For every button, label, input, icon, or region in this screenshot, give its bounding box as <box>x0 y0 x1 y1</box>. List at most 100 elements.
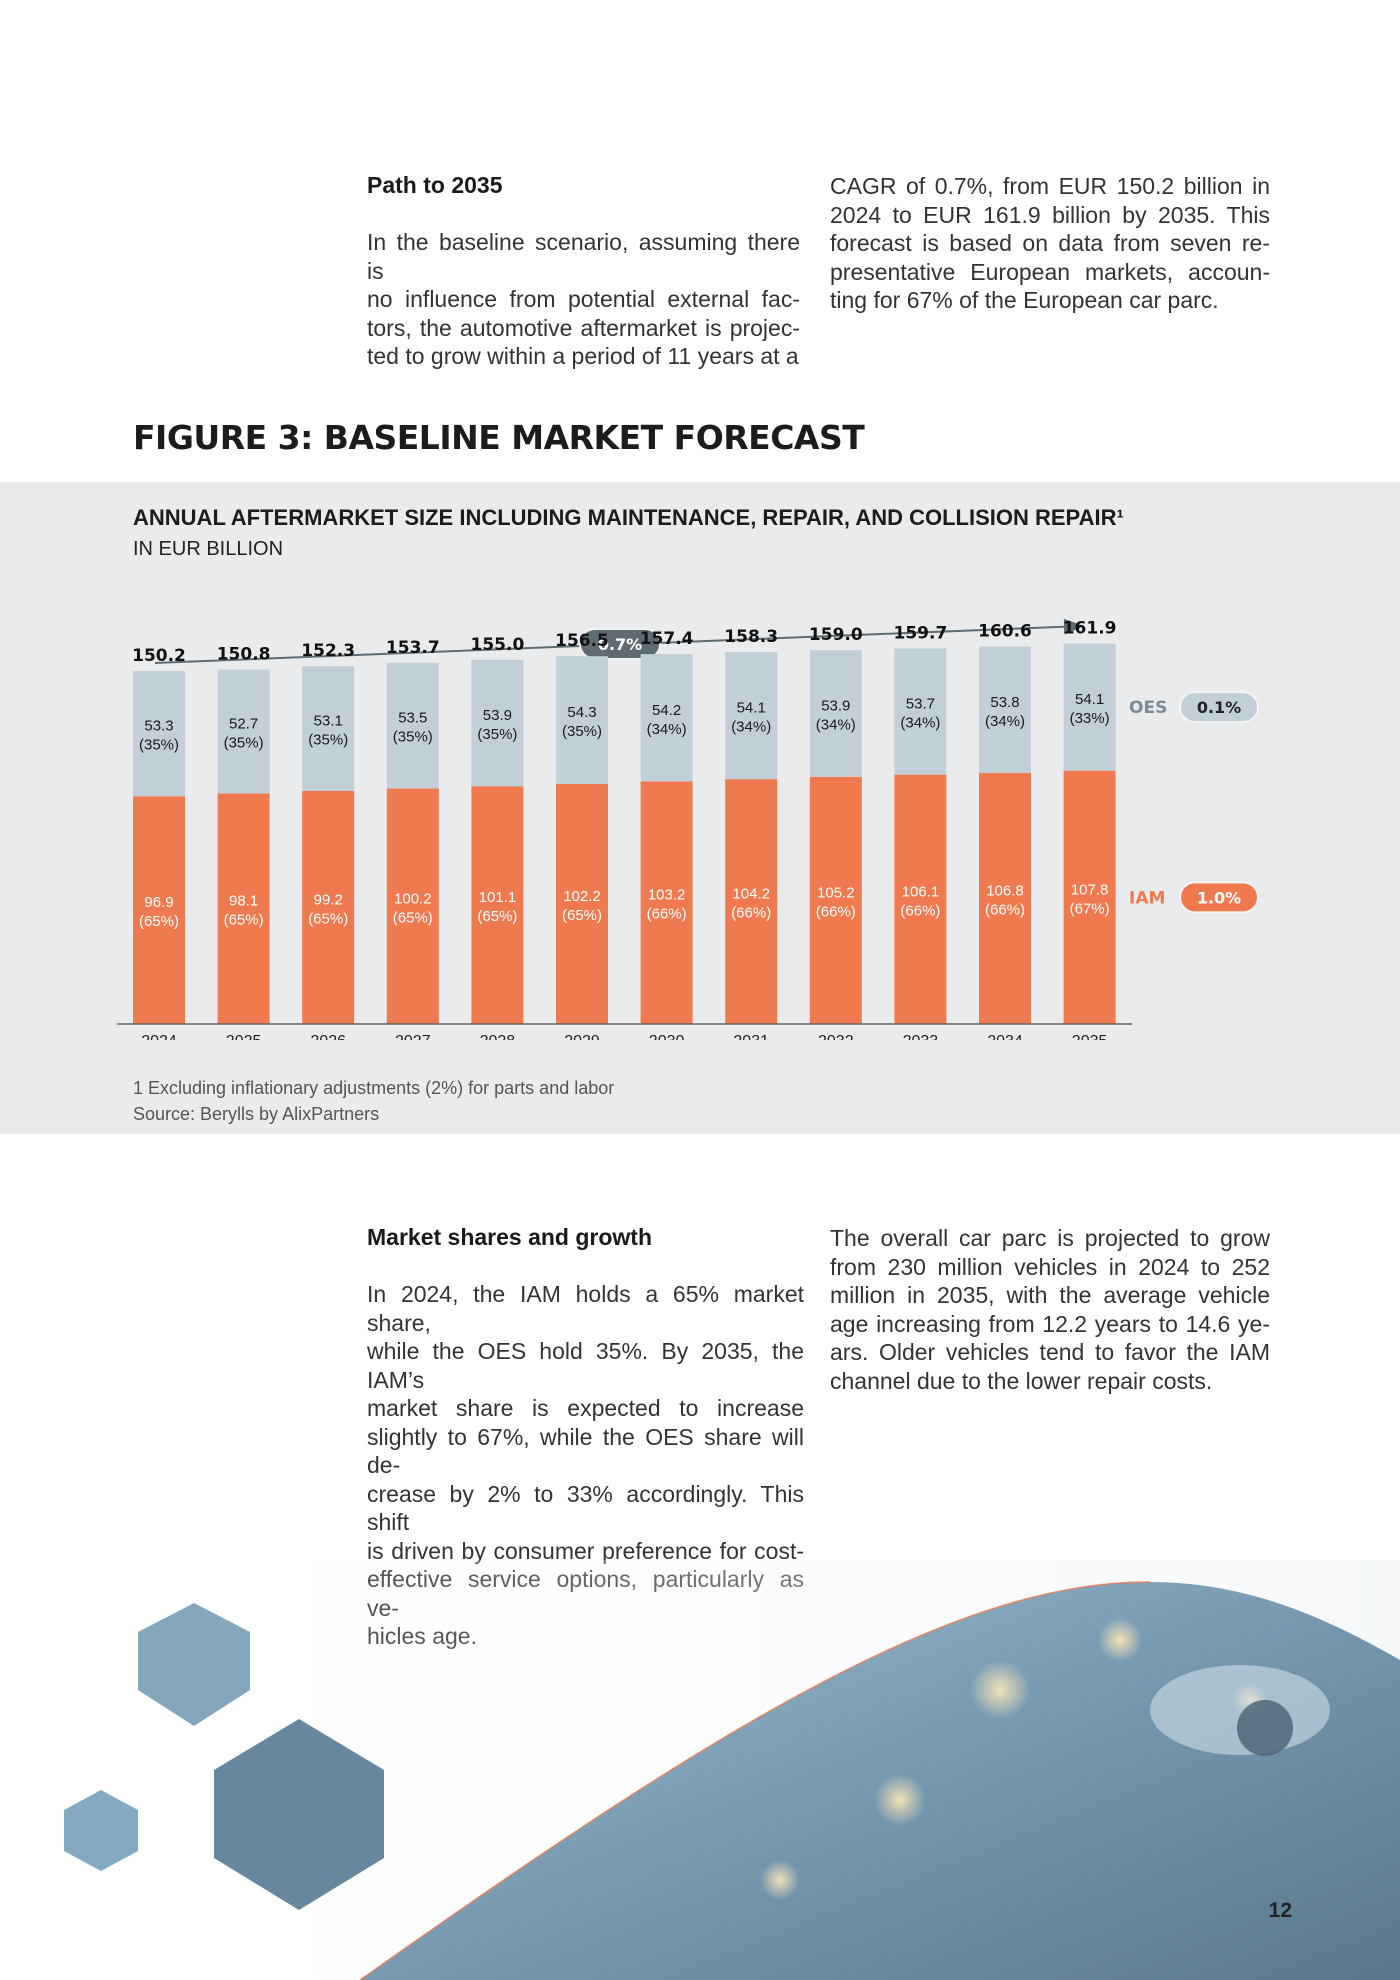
oes-value-label: 53.5 <box>398 710 427 727</box>
total-value-label: 159.7 <box>894 623 948 643</box>
iam-value-label: 102.2 <box>563 888 601 905</box>
car-wheel <box>1237 1700 1293 1756</box>
iam-value-label: 107.8 <box>1071 881 1109 898</box>
iam-value-label: 98.1 <box>229 893 258 910</box>
x-tick-label: 2030 <box>649 1033 685 1040</box>
text-line: ars. Older vehicles tend to favor the IA… <box>830 1339 1270 1365</box>
oes-value-label: 53.8 <box>990 694 1019 711</box>
iam-share-label: (66%) <box>900 902 940 919</box>
total-value-label: 152.3 <box>301 641 355 661</box>
chart-subtitle: IN EUR BILLION <box>133 538 284 560</box>
text-line: 2024 to EUR 161.9 billion by 2035. This <box>830 201 1270 228</box>
bar-iam <box>979 773 1031 1024</box>
stacked-bar-chart: 0.7% 96.9 (65%) 53.3 (35%) 150.2 2024 98.1 (65%… <box>117 619 1259 1040</box>
bar-oes <box>894 648 947 775</box>
text-line: In 2024, the IAM holds a 65% market shar… <box>367 1281 804 1336</box>
bar-iam <box>640 781 693 1024</box>
iam-value-label: 105.2 <box>817 884 855 901</box>
text-line: crease by 2% to 33% accordingly. This sh… <box>367 1480 804 1536</box>
x-tick-label: 2029 <box>564 1033 600 1040</box>
bar-oes <box>1063 643 1116 771</box>
market-heading: Market shares and growth <box>367 1224 653 1250</box>
oes-cagr-value: 0.1% <box>1197 698 1241 717</box>
text-line: CAGR of 0.7%, from EUR 150.2 billion in <box>830 173 1270 199</box>
bar-iam <box>556 783 608 1024</box>
bar-iam <box>217 793 270 1024</box>
oes-share-label: (34%) <box>647 721 687 738</box>
total-cagr-pill: 0.7% <box>579 628 661 660</box>
bar-iam <box>386 788 439 1024</box>
bar-iam <box>302 790 355 1024</box>
iam-share-label: (65%) <box>139 913 179 930</box>
chart-title: ANNUAL AFTERMARKET SIZE INCLUDING MAINTE… <box>133 505 1124 530</box>
legend-iam-label: IAM <box>1129 888 1165 908</box>
x-tick-label: 2024 <box>141 1033 177 1040</box>
bar-oes <box>725 651 778 780</box>
iam-value-label: 106.1 <box>902 883 940 900</box>
text-line: channel due to the lower repair costs. <box>830 1367 1213 1394</box>
iam-cagr-value: 1.0% <box>1197 888 1241 907</box>
oes-share-label: (34%) <box>731 719 771 736</box>
hexagon-tiny <box>64 1790 138 1871</box>
oes-value-label: 54.1 <box>1075 691 1104 708</box>
iam-share-label: (66%) <box>647 906 687 923</box>
oes-share-label: (33%) <box>1070 710 1110 727</box>
total-value-label: 157.4 <box>640 629 694 649</box>
iam-value-label: 100.2 <box>394 890 432 907</box>
oes-share-label: (35%) <box>393 729 433 746</box>
figure-title: FIGURE 3: BASELINE MARKET FORECAST <box>133 418 865 457</box>
bar-iam <box>1063 770 1116 1024</box>
bar-oes <box>979 646 1031 774</box>
oes-value-label: 54.2 <box>652 702 681 719</box>
x-tick-label: 2028 <box>480 1033 516 1040</box>
oes-share-label: (35%) <box>139 737 179 754</box>
bar-iam <box>894 774 947 1024</box>
text-line: million in 2035, with the average vehicl… <box>830 1282 1270 1308</box>
x-tick-label: 2025 <box>226 1033 262 1040</box>
hexagon-large <box>214 1719 384 1910</box>
iam-value-label: 99.2 <box>314 891 343 908</box>
oes-share-label: (35%) <box>224 735 264 752</box>
total-cagr-label: 0.7% <box>598 635 642 654</box>
oes-value-label: 53.7 <box>906 696 935 713</box>
text-line: forecast is based on data from seven re- <box>830 230 1270 256</box>
bar-iam <box>725 779 778 1024</box>
iam-share-label: (65%) <box>393 909 433 926</box>
oes-value-label: 53.9 <box>821 697 850 714</box>
total-value-label: 153.7 <box>386 638 440 658</box>
x-tick-label: 2032 <box>818 1033 854 1040</box>
text-line: market share is expected to increase <box>367 1395 804 1421</box>
bar-iam <box>133 796 185 1024</box>
iam-value-label: 96.9 <box>144 894 173 911</box>
oes-share-label: (35%) <box>308 731 348 748</box>
bar-oes <box>386 662 439 789</box>
path-text-left: In the baseline scenario, assuming there… <box>367 228 800 371</box>
iam-value-label: 104.2 <box>732 886 770 903</box>
text-line: age increasing from 12.2 years to 14.6 y… <box>830 1310 1270 1337</box>
decorative-car-photo <box>0 1560 1400 1980</box>
bar-iam <box>809 776 862 1024</box>
oes-share-label: (34%) <box>985 713 1025 730</box>
bar-oes <box>556 656 608 784</box>
total-value-label: 161.9 <box>1063 619 1117 639</box>
oes-value-label: 52.7 <box>229 716 258 733</box>
total-value-label: 158.3 <box>724 627 778 647</box>
total-value-label: 159.0 <box>809 625 863 645</box>
total-value-label: 150.2 <box>132 646 186 666</box>
x-tick-label: 2031 <box>733 1033 769 1040</box>
oes-value-label: 53.9 <box>483 707 512 724</box>
bar-oes <box>302 666 355 791</box>
hexagon-small <box>138 1603 250 1726</box>
oes-value-label: 54.3 <box>567 704 596 721</box>
path-text-right: CAGR of 0.7%, from EUR 150.2 billion in 2… <box>830 172 1270 315</box>
bar-oes <box>133 671 185 797</box>
legend-oes-label: OES <box>1129 698 1167 718</box>
x-tick-label: 2035 <box>1072 1033 1108 1040</box>
iam-share-label: (67%) <box>1070 900 1110 917</box>
chart-footnote: 1 Excluding inflationary adjustments (2%… <box>133 1078 615 1098</box>
iam-share-label: (65%) <box>224 912 264 929</box>
oes-share-label: (34%) <box>816 716 856 733</box>
path-heading: Path to 2035 <box>367 172 503 198</box>
iam-share-label: (65%) <box>477 908 517 925</box>
car-silhouette <box>1150 1665 1330 1755</box>
